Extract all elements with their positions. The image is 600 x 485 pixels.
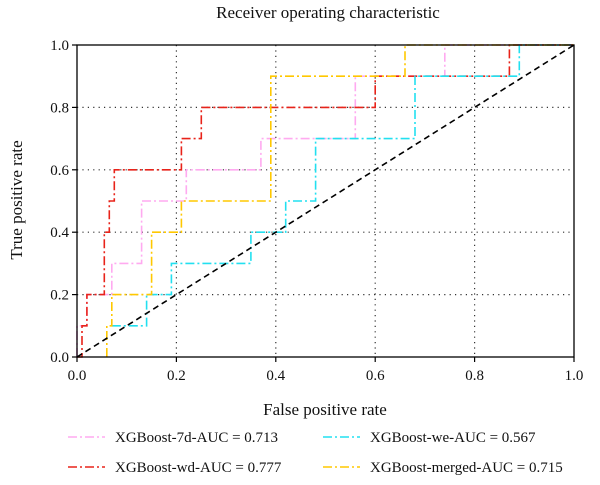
series-line-4: [106, 44, 574, 357]
series-line-3: [111, 44, 574, 327]
x-tick-label: 0.8: [465, 368, 484, 384]
reference-layer: [76, 44, 575, 358]
chart-title: Receiver operating characteristic: [216, 3, 440, 22]
y-tick-label: 0.0: [50, 350, 69, 366]
legend-label: XGBoost-we-AUC = 0.567: [370, 430, 536, 446]
legend-label: XGBoost-merged-AUC = 0.715: [370, 460, 563, 476]
y-tick-label: 1.0: [50, 38, 69, 54]
x-tick-label: 0.0: [68, 368, 87, 384]
plot-frame: [76, 44, 575, 358]
y-tick-label: 0.2: [50, 288, 69, 304]
y-axis-label: True positive rate: [7, 140, 26, 259]
x-axis-label: False positive rate: [263, 400, 387, 419]
reference-diagonal: [76, 44, 575, 358]
series-layer: [76, 44, 574, 358]
x-tick-label: 0.4: [266, 368, 285, 384]
y-tick-label: 0.4: [50, 225, 69, 241]
y-tick-label: 0.8: [50, 100, 69, 116]
legend-label: XGBoost-7d-AUC = 0.713: [115, 430, 278, 446]
x-tick-label: 0.6: [366, 368, 385, 384]
axis-ticks: 0.0 0.2 0.4 0.6 0.8 1.0 0.0 0.2 0.4 0.6 0.8 1.0: [50, 38, 583, 384]
y-tick-label: 0.6: [50, 163, 69, 179]
legend-label: XGBoost-wd-AUC = 0.777: [115, 460, 282, 476]
x-tick-label: 0.2: [167, 368, 186, 384]
x-tick-label: 1.0: [565, 368, 584, 384]
legend: XGBoost-7d-AUC = 0.713 XGBoost-wd-AUC = 0…: [68, 430, 563, 476]
